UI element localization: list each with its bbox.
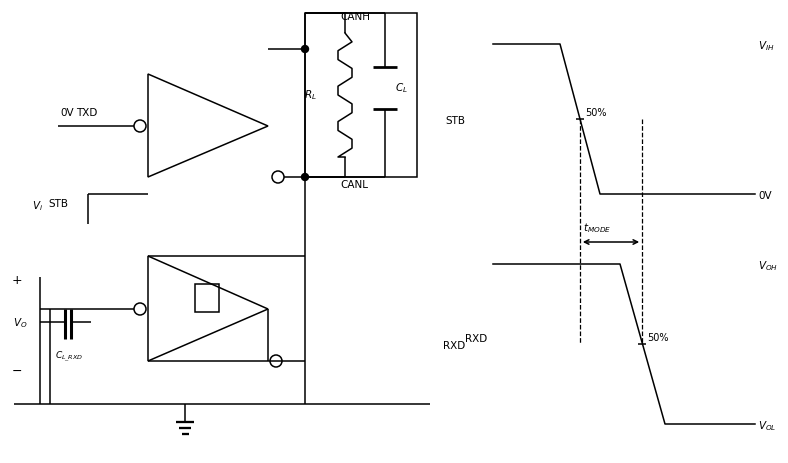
Text: CANH: CANH	[340, 12, 370, 22]
Text: $V_{OH}$: $V_{OH}$	[758, 258, 778, 272]
Text: STB: STB	[445, 116, 465, 126]
Circle shape	[302, 174, 308, 181]
Text: $C_{L\_RXD}$: $C_{L\_RXD}$	[55, 349, 84, 364]
Circle shape	[270, 355, 282, 367]
Bar	[195, 284, 219, 313]
Text: $R_L$: $R_L$	[304, 88, 317, 102]
Text: $V_O$: $V_O$	[13, 315, 28, 329]
Circle shape	[134, 303, 146, 315]
Bar	[305, 14, 417, 178]
Text: 0V: 0V	[60, 108, 73, 118]
Text: $t_{MODE}$: $t_{MODE}$	[583, 221, 611, 234]
Text: TXD: TXD	[76, 108, 98, 118]
Text: 50%: 50%	[647, 332, 668, 342]
Text: +: +	[12, 273, 22, 286]
Text: 0V: 0V	[758, 191, 771, 200]
Text: STB: STB	[48, 199, 68, 208]
Text: RXD: RXD	[443, 340, 465, 350]
Text: CANL: CANL	[340, 180, 368, 189]
Circle shape	[134, 121, 146, 133]
Text: $V_i$: $V_i$	[32, 199, 43, 213]
Text: 50%: 50%	[585, 108, 607, 118]
Circle shape	[302, 46, 308, 53]
Text: $V_{OL}$: $V_{OL}$	[758, 418, 776, 432]
Circle shape	[272, 172, 284, 184]
Text: $V_{IH}$: $V_{IH}$	[758, 39, 775, 53]
Text: RXD: RXD	[465, 333, 487, 343]
Text: −: −	[12, 364, 22, 377]
Text: $C_L$: $C_L$	[395, 81, 408, 95]
